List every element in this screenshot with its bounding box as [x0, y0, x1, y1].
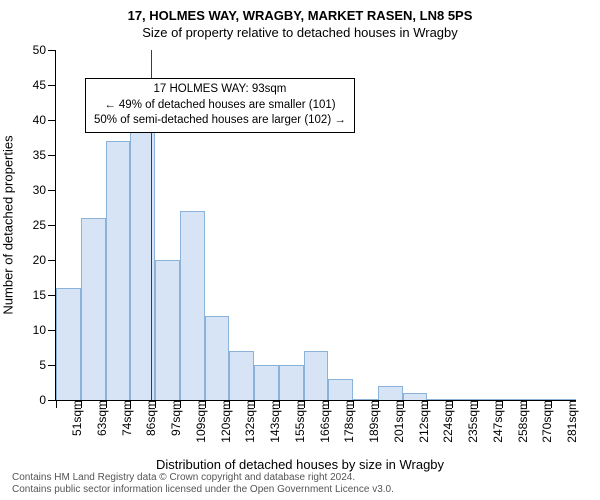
y-tick-label: 40: [33, 113, 56, 127]
x-tick: [328, 400, 329, 408]
histogram-bar: [205, 316, 230, 400]
x-tick: [130, 400, 131, 408]
annotation-line-2: ← 49% of detached houses are smaller (10…: [94, 98, 346, 114]
chart-title-subtitle: Size of property relative to detached ho…: [0, 23, 600, 44]
histogram-bar: [155, 260, 180, 400]
y-tick-label: 35: [33, 148, 56, 162]
y-axis-label: Number of detached properties: [1, 135, 16, 314]
x-tick: [477, 400, 478, 408]
x-tick: [551, 400, 552, 408]
y-tick-label: 45: [33, 78, 56, 92]
x-tick: [502, 400, 503, 408]
chart-container: 17, HOLMES WAY, WRAGBY, MARKET RASEN, LN…: [0, 0, 600, 500]
plot-area: 0510152025303540455051sqm63sqm74sqm86sqm…: [55, 50, 575, 400]
histogram-bar: [180, 211, 205, 400]
y-tick-label: 0: [39, 393, 56, 407]
x-tick: [452, 400, 453, 408]
x-tick: [254, 400, 255, 408]
histogram-bar: [56, 288, 81, 400]
x-axis-label: Distribution of detached houses by size …: [156, 457, 444, 472]
histogram-bar: [81, 218, 106, 400]
x-tick: [229, 400, 230, 408]
x-tick-label: 281sqm: [555, 400, 579, 443]
annotation-box: 17 HOLMES WAY: 93sqm ← 49% of detached h…: [85, 78, 355, 133]
x-tick: [526, 400, 527, 408]
histogram-bar: [378, 386, 403, 400]
histogram-bar: [106, 141, 131, 400]
x-tick: [378, 400, 379, 408]
y-tick-label: 30: [33, 183, 56, 197]
chart-title-address: 17, HOLMES WAY, WRAGBY, MARKET RASEN, LN…: [0, 0, 600, 23]
y-tick-label: 25: [33, 218, 56, 232]
x-tick: [279, 400, 280, 408]
x-tick: [304, 400, 305, 408]
x-tick: [56, 400, 57, 408]
x-tick: [106, 400, 107, 408]
footer-line-1: Contains HM Land Registry data © Crown c…: [12, 472, 394, 484]
histogram-bar: [403, 393, 428, 400]
annotation-line-1: 17 HOLMES WAY: 93sqm: [94, 82, 346, 98]
footer-line-2: Contains public sector information licen…: [12, 484, 394, 496]
x-tick: [81, 400, 82, 408]
x-tick: [180, 400, 181, 408]
annotation-line-3: 50% of semi-detached houses are larger (…: [94, 113, 346, 129]
histogram-bar: [279, 365, 304, 400]
histogram-bar: [328, 379, 353, 400]
y-tick-label: 5: [39, 358, 56, 372]
histogram-bar: [254, 365, 279, 400]
histogram-bar: [304, 351, 329, 400]
y-tick-label: 20: [33, 253, 56, 267]
histogram-bar: [229, 351, 254, 400]
x-tick: [427, 400, 428, 408]
x-tick: [353, 400, 354, 408]
footer-attribution: Contains HM Land Registry data © Crown c…: [12, 472, 394, 496]
x-tick: [155, 400, 156, 408]
x-tick: [205, 400, 206, 408]
y-tick-label: 50: [33, 43, 56, 57]
x-tick: [403, 400, 404, 408]
y-tick-label: 10: [33, 323, 56, 337]
y-tick-label: 15: [33, 288, 56, 302]
